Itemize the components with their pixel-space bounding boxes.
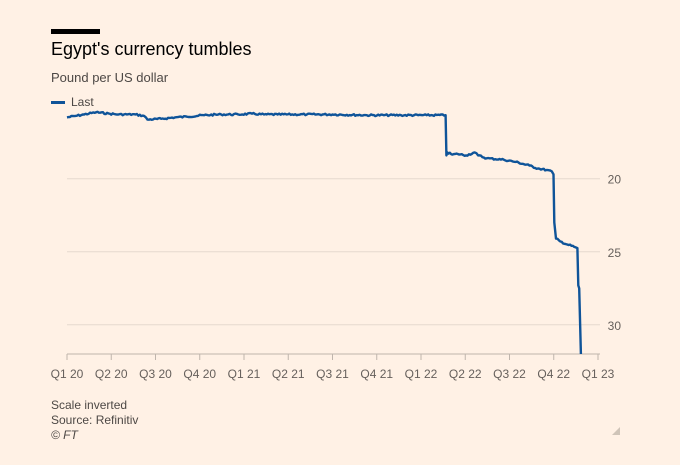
chart-subtitle: Pound per US dollar	[51, 70, 169, 85]
y-axis: 20 25 30	[608, 173, 622, 333]
y-tick-label: 20	[608, 173, 622, 187]
x-tick-label: Q4 21	[360, 367, 393, 381]
x-tick-label: Q1 20	[51, 367, 84, 381]
chart-footer: Scale inverted Source: Refinitiv © FT	[51, 398, 138, 443]
y-tick-label: 25	[608, 246, 622, 260]
x-tick-label: Q1 21	[228, 367, 261, 381]
x-tick-label: Q1 22	[405, 367, 438, 381]
x-tick-label: Q1 23	[582, 367, 615, 381]
x-axis: Q1 20 Q2 20 Q3 20 Q4 20 Q1 21 Q2 21 Q3 21 Q4 21…	[51, 353, 615, 381]
x-tick-label: Q4 22	[537, 367, 570, 381]
title-accent-bar	[51, 29, 100, 34]
chart-title: Egypt's currency tumbles	[51, 39, 252, 59]
legend-label: Last	[71, 95, 94, 109]
x-tick-label: Q2 21	[272, 367, 305, 381]
resize-corner-icon	[612, 427, 620, 435]
x-tick-label: Q4 20	[183, 367, 216, 381]
scale-note: Scale inverted	[51, 398, 128, 412]
x-tick-label: Q2 20	[95, 367, 128, 381]
legend: Last	[51, 95, 94, 109]
gridlines	[67, 178, 600, 326]
credit-note: © FT	[51, 428, 78, 442]
legend-swatch	[51, 100, 65, 104]
y-tick-label: 30	[608, 319, 622, 333]
series-line-last	[66, 110, 583, 355]
x-tick-label: Q2 22	[449, 367, 482, 381]
x-tick-label: Q3 20	[139, 367, 172, 381]
source-note: Source: Refinitiv	[51, 413, 139, 427]
x-tick-label: Q3 22	[493, 367, 526, 381]
x-tick-label: Q3 21	[316, 367, 349, 381]
